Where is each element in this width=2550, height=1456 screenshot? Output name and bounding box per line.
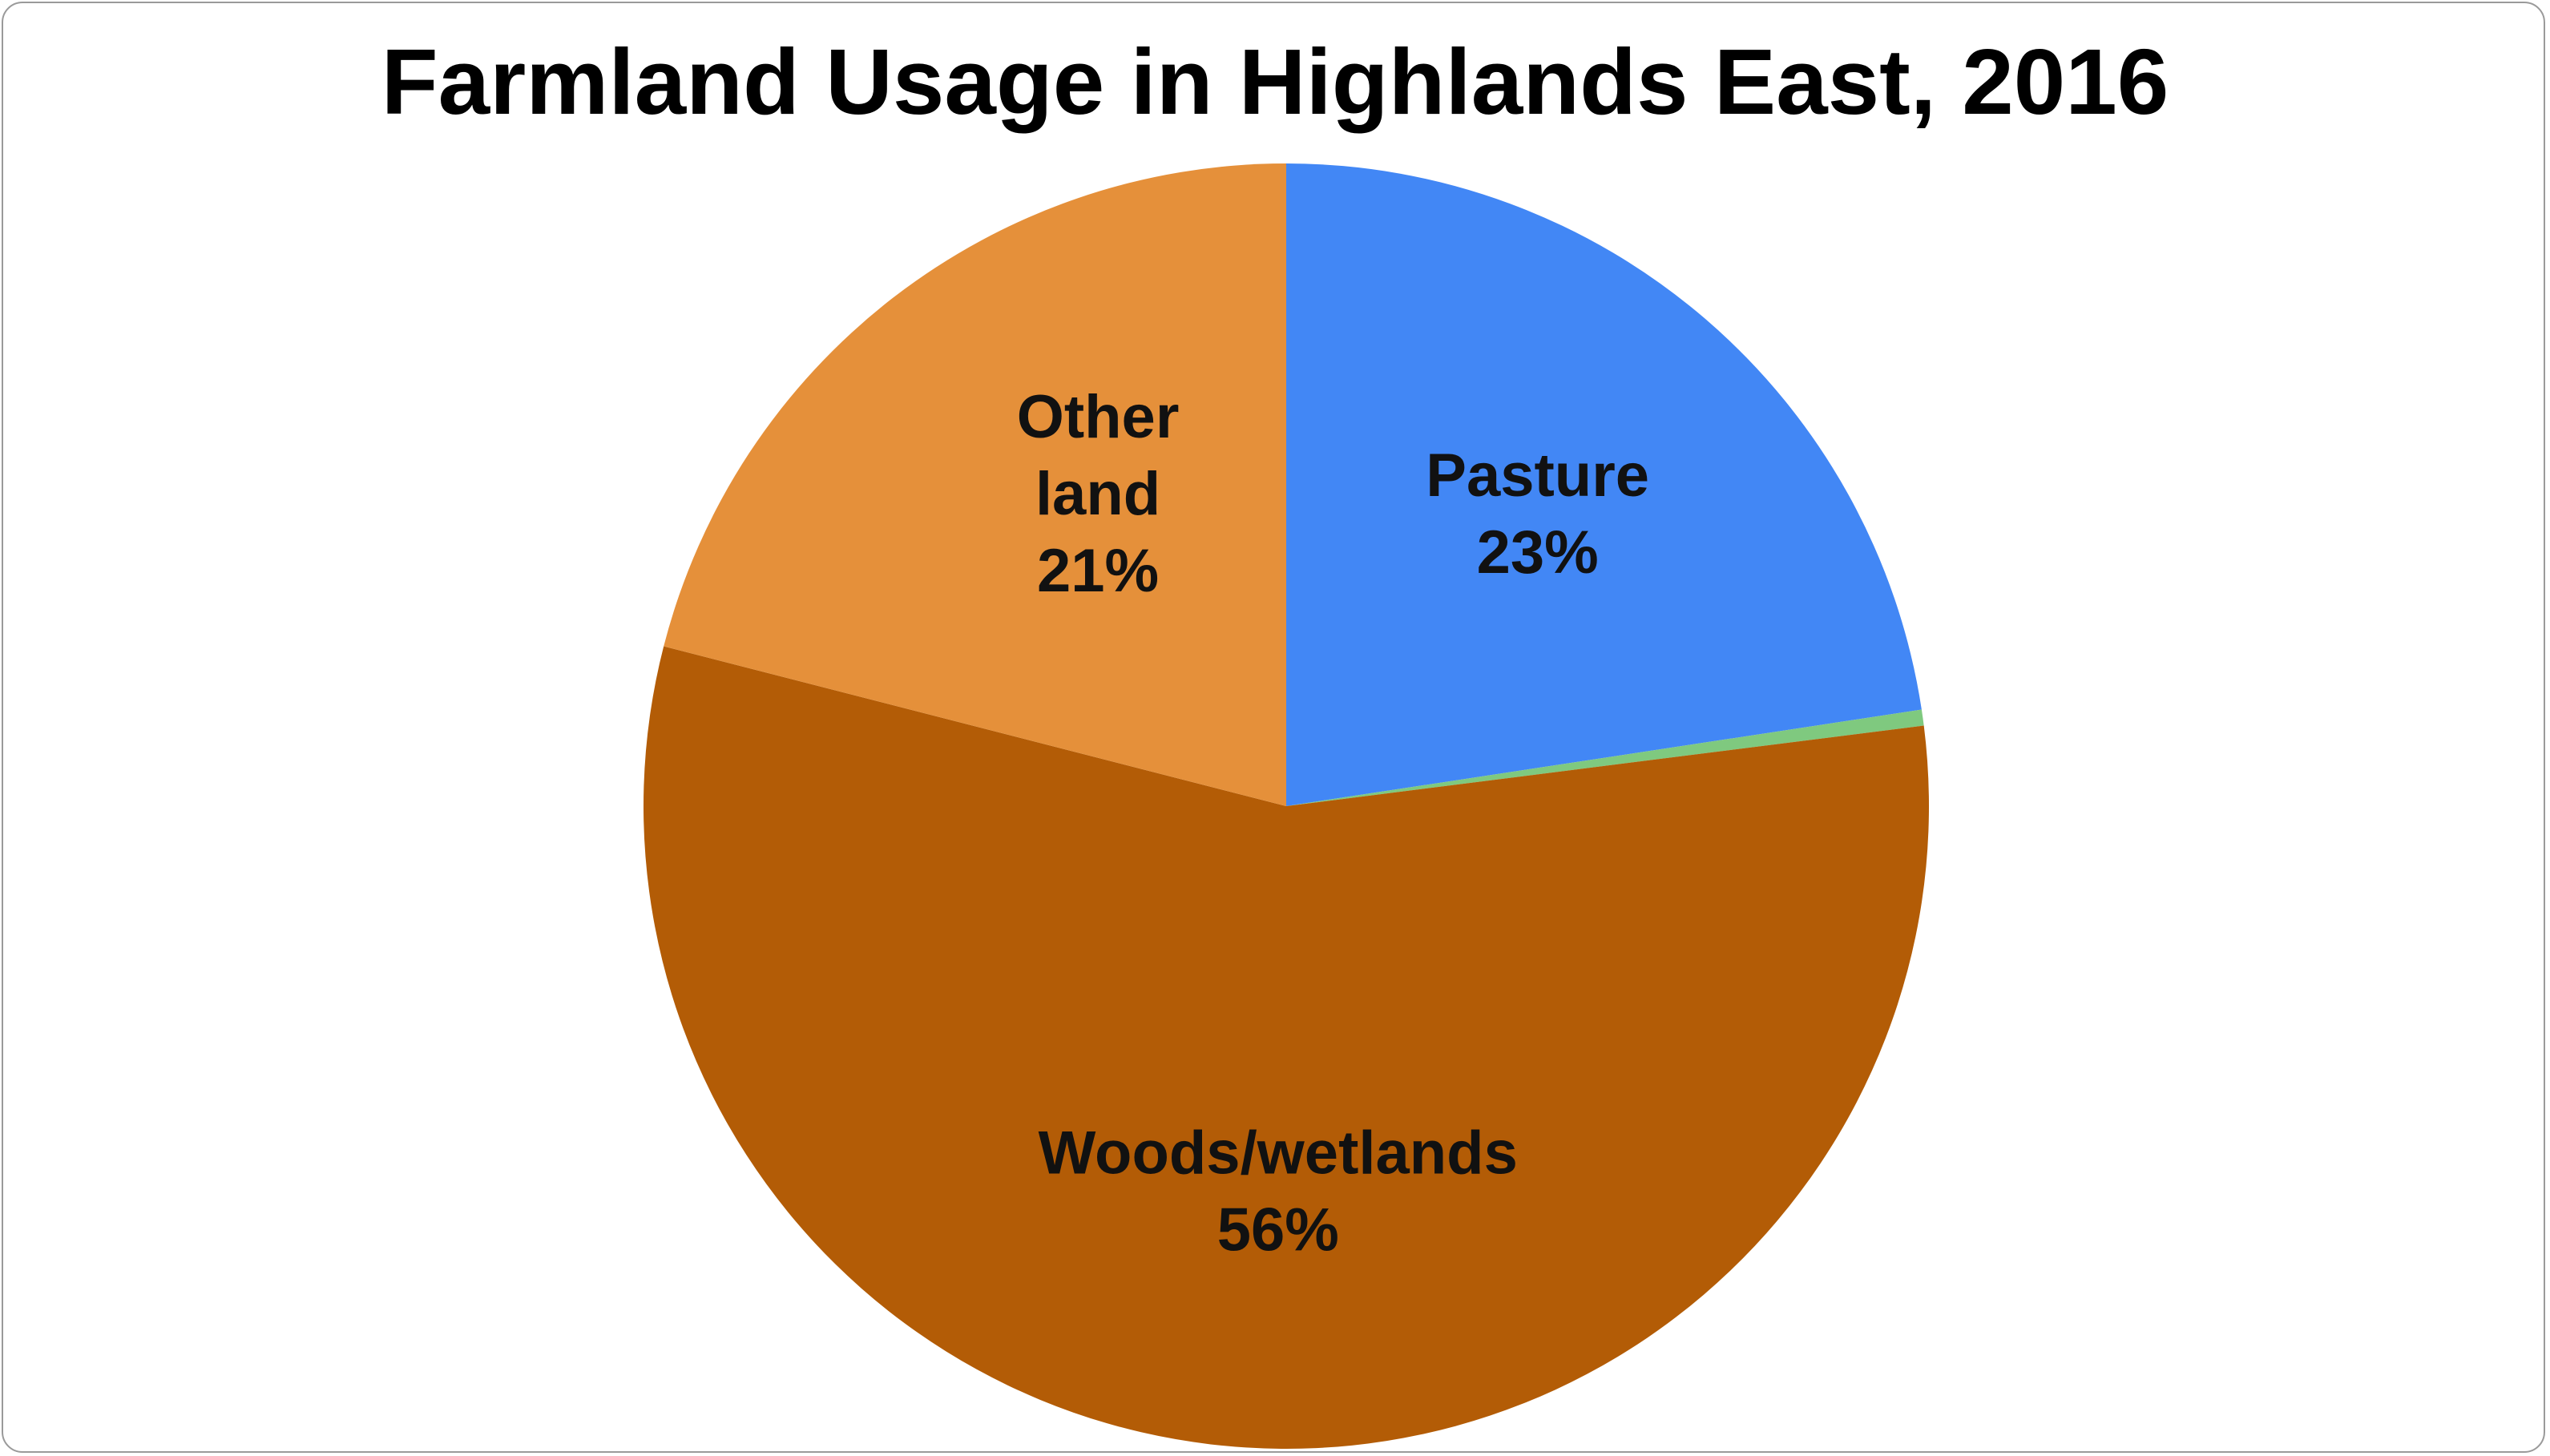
- slice-name: Other: [1017, 383, 1180, 451]
- pie-slice-other-land: [664, 163, 1286, 806]
- slice-percent: 56%: [1217, 1196, 1339, 1264]
- pie-slice-pasture: [1286, 163, 1922, 806]
- pie-slices: [644, 163, 1929, 1449]
- slice-percent: 21%: [1037, 537, 1159, 605]
- pie-slice-woods-wetlands: [644, 646, 1929, 1449]
- chart-title: Farmland Usage in Highlands East, 2016: [381, 30, 2169, 134]
- slice-percent: 23%: [1477, 518, 1599, 587]
- slice-label-pasture: Pasture 23%: [1426, 442, 1649, 587]
- slice-label-woods-wetlands: Woods/wetlands 56%: [1039, 1119, 1518, 1264]
- pie-slice-minor-1: [1286, 709, 1924, 806]
- slice-name: Woods/wetlands: [1039, 1119, 1518, 1187]
- slice-label-other-land: Other land 21%: [1017, 383, 1180, 605]
- slice-name: land: [1035, 460, 1160, 528]
- pie-labels: Pasture 23% Woods/wetlands 56% Other land 21%: [1017, 383, 1649, 1264]
- slice-name: Pasture: [1426, 442, 1649, 510]
